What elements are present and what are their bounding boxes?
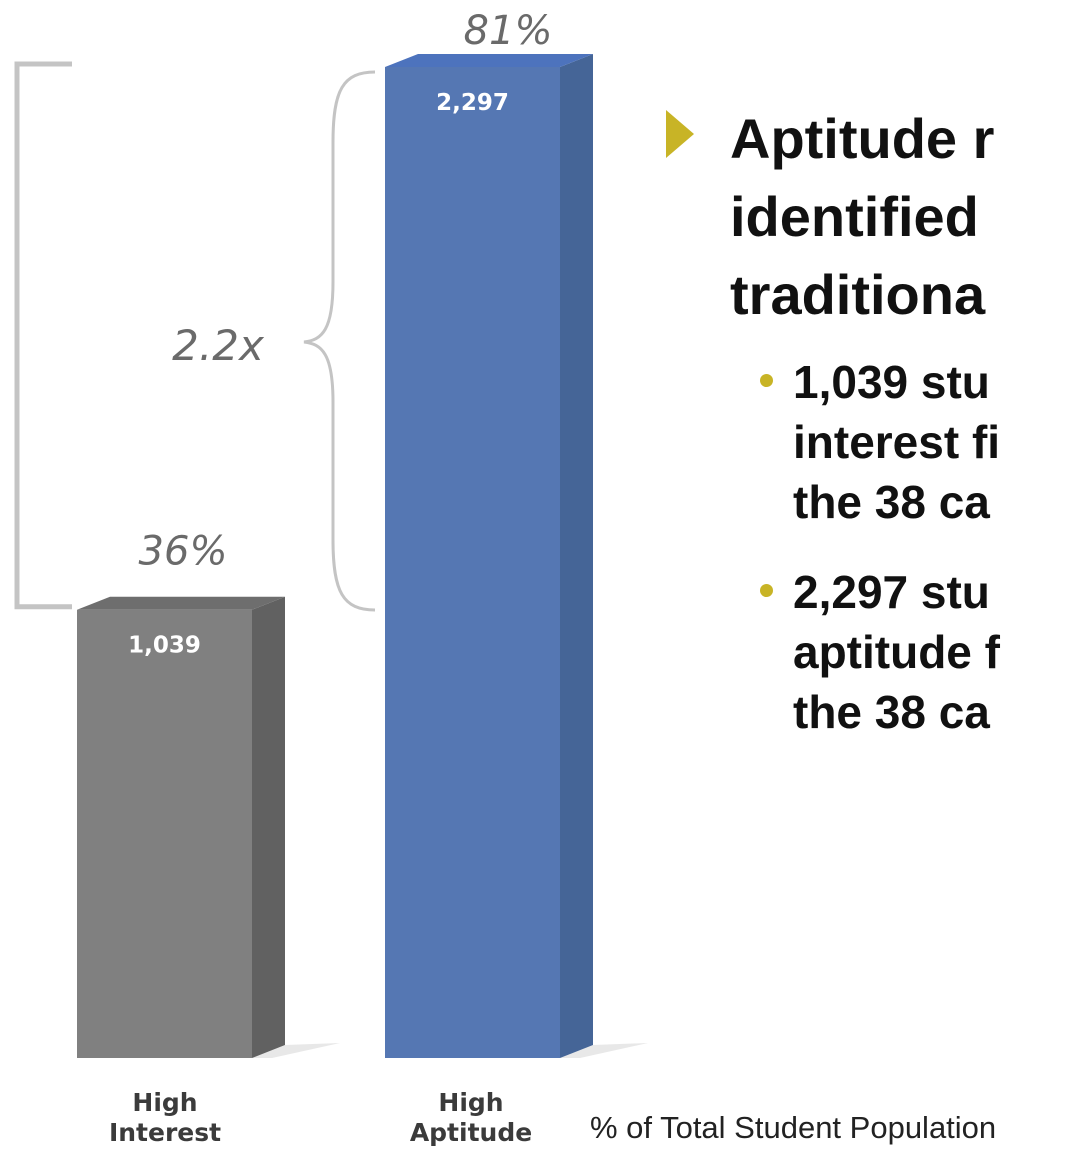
sub-bullet-list: 1,039 stu interest fi the 38 ca 2,297 st… bbox=[660, 352, 1087, 742]
ratio-label: 2.2x bbox=[172, 321, 265, 370]
bullet-line: aptitude f bbox=[793, 626, 1000, 678]
bullet-line: interest fi bbox=[793, 416, 1001, 468]
category-label-line: High bbox=[438, 1088, 504, 1117]
bullet-line: the 38 ca bbox=[793, 686, 990, 738]
category-label-line: High bbox=[132, 1088, 198, 1117]
bar-side bbox=[560, 54, 593, 1058]
category-label: High Interest bbox=[65, 1088, 265, 1148]
bar-value-label: 1,039 bbox=[128, 633, 201, 659]
comparison-bracket bbox=[14, 61, 72, 610]
bar-value-label: 2,297 bbox=[436, 90, 509, 116]
category-label-line: Interest bbox=[108, 1118, 222, 1147]
sub-bullet: 2,297 stu aptitude f the 38 ca bbox=[660, 562, 1087, 742]
bar-top bbox=[385, 54, 593, 67]
main-bullet: Aptitude r identified traditiona bbox=[660, 100, 1087, 334]
bullet-list: Aptitude r identified traditiona 1,039 s… bbox=[660, 100, 1087, 772]
bar bbox=[77, 609, 252, 1058]
bullet-line: Aptitude r bbox=[730, 107, 995, 170]
bullet-line: the 38 ca bbox=[793, 476, 990, 528]
category-label-line: Aptitude bbox=[409, 1118, 533, 1147]
footnote: % of Total Student Population bbox=[590, 1110, 997, 1145]
bar-top bbox=[77, 596, 285, 610]
bullet-line: identified bbox=[730, 185, 979, 248]
bullet-line: 1,039 stu bbox=[793, 356, 990, 408]
bar-side bbox=[252, 596, 285, 1058]
category-label: High Aptitude bbox=[371, 1088, 571, 1148]
bar bbox=[385, 67, 560, 1058]
bar-shadow bbox=[252, 1043, 340, 1058]
bullet-line: 2,297 stu bbox=[793, 566, 990, 618]
dot-bullet-icon bbox=[760, 584, 773, 597]
triangle-bullet-icon bbox=[666, 110, 694, 158]
dot-bullet-icon bbox=[760, 374, 773, 387]
bar-shadow bbox=[560, 1043, 648, 1058]
bullet-line: traditiona bbox=[730, 263, 986, 326]
percent-label: 81% bbox=[464, 8, 553, 54]
percent-label: 36% bbox=[139, 529, 228, 575]
sub-bullet: 1,039 stu interest fi the 38 ca bbox=[660, 352, 1087, 532]
curly-brace bbox=[303, 70, 376, 612]
